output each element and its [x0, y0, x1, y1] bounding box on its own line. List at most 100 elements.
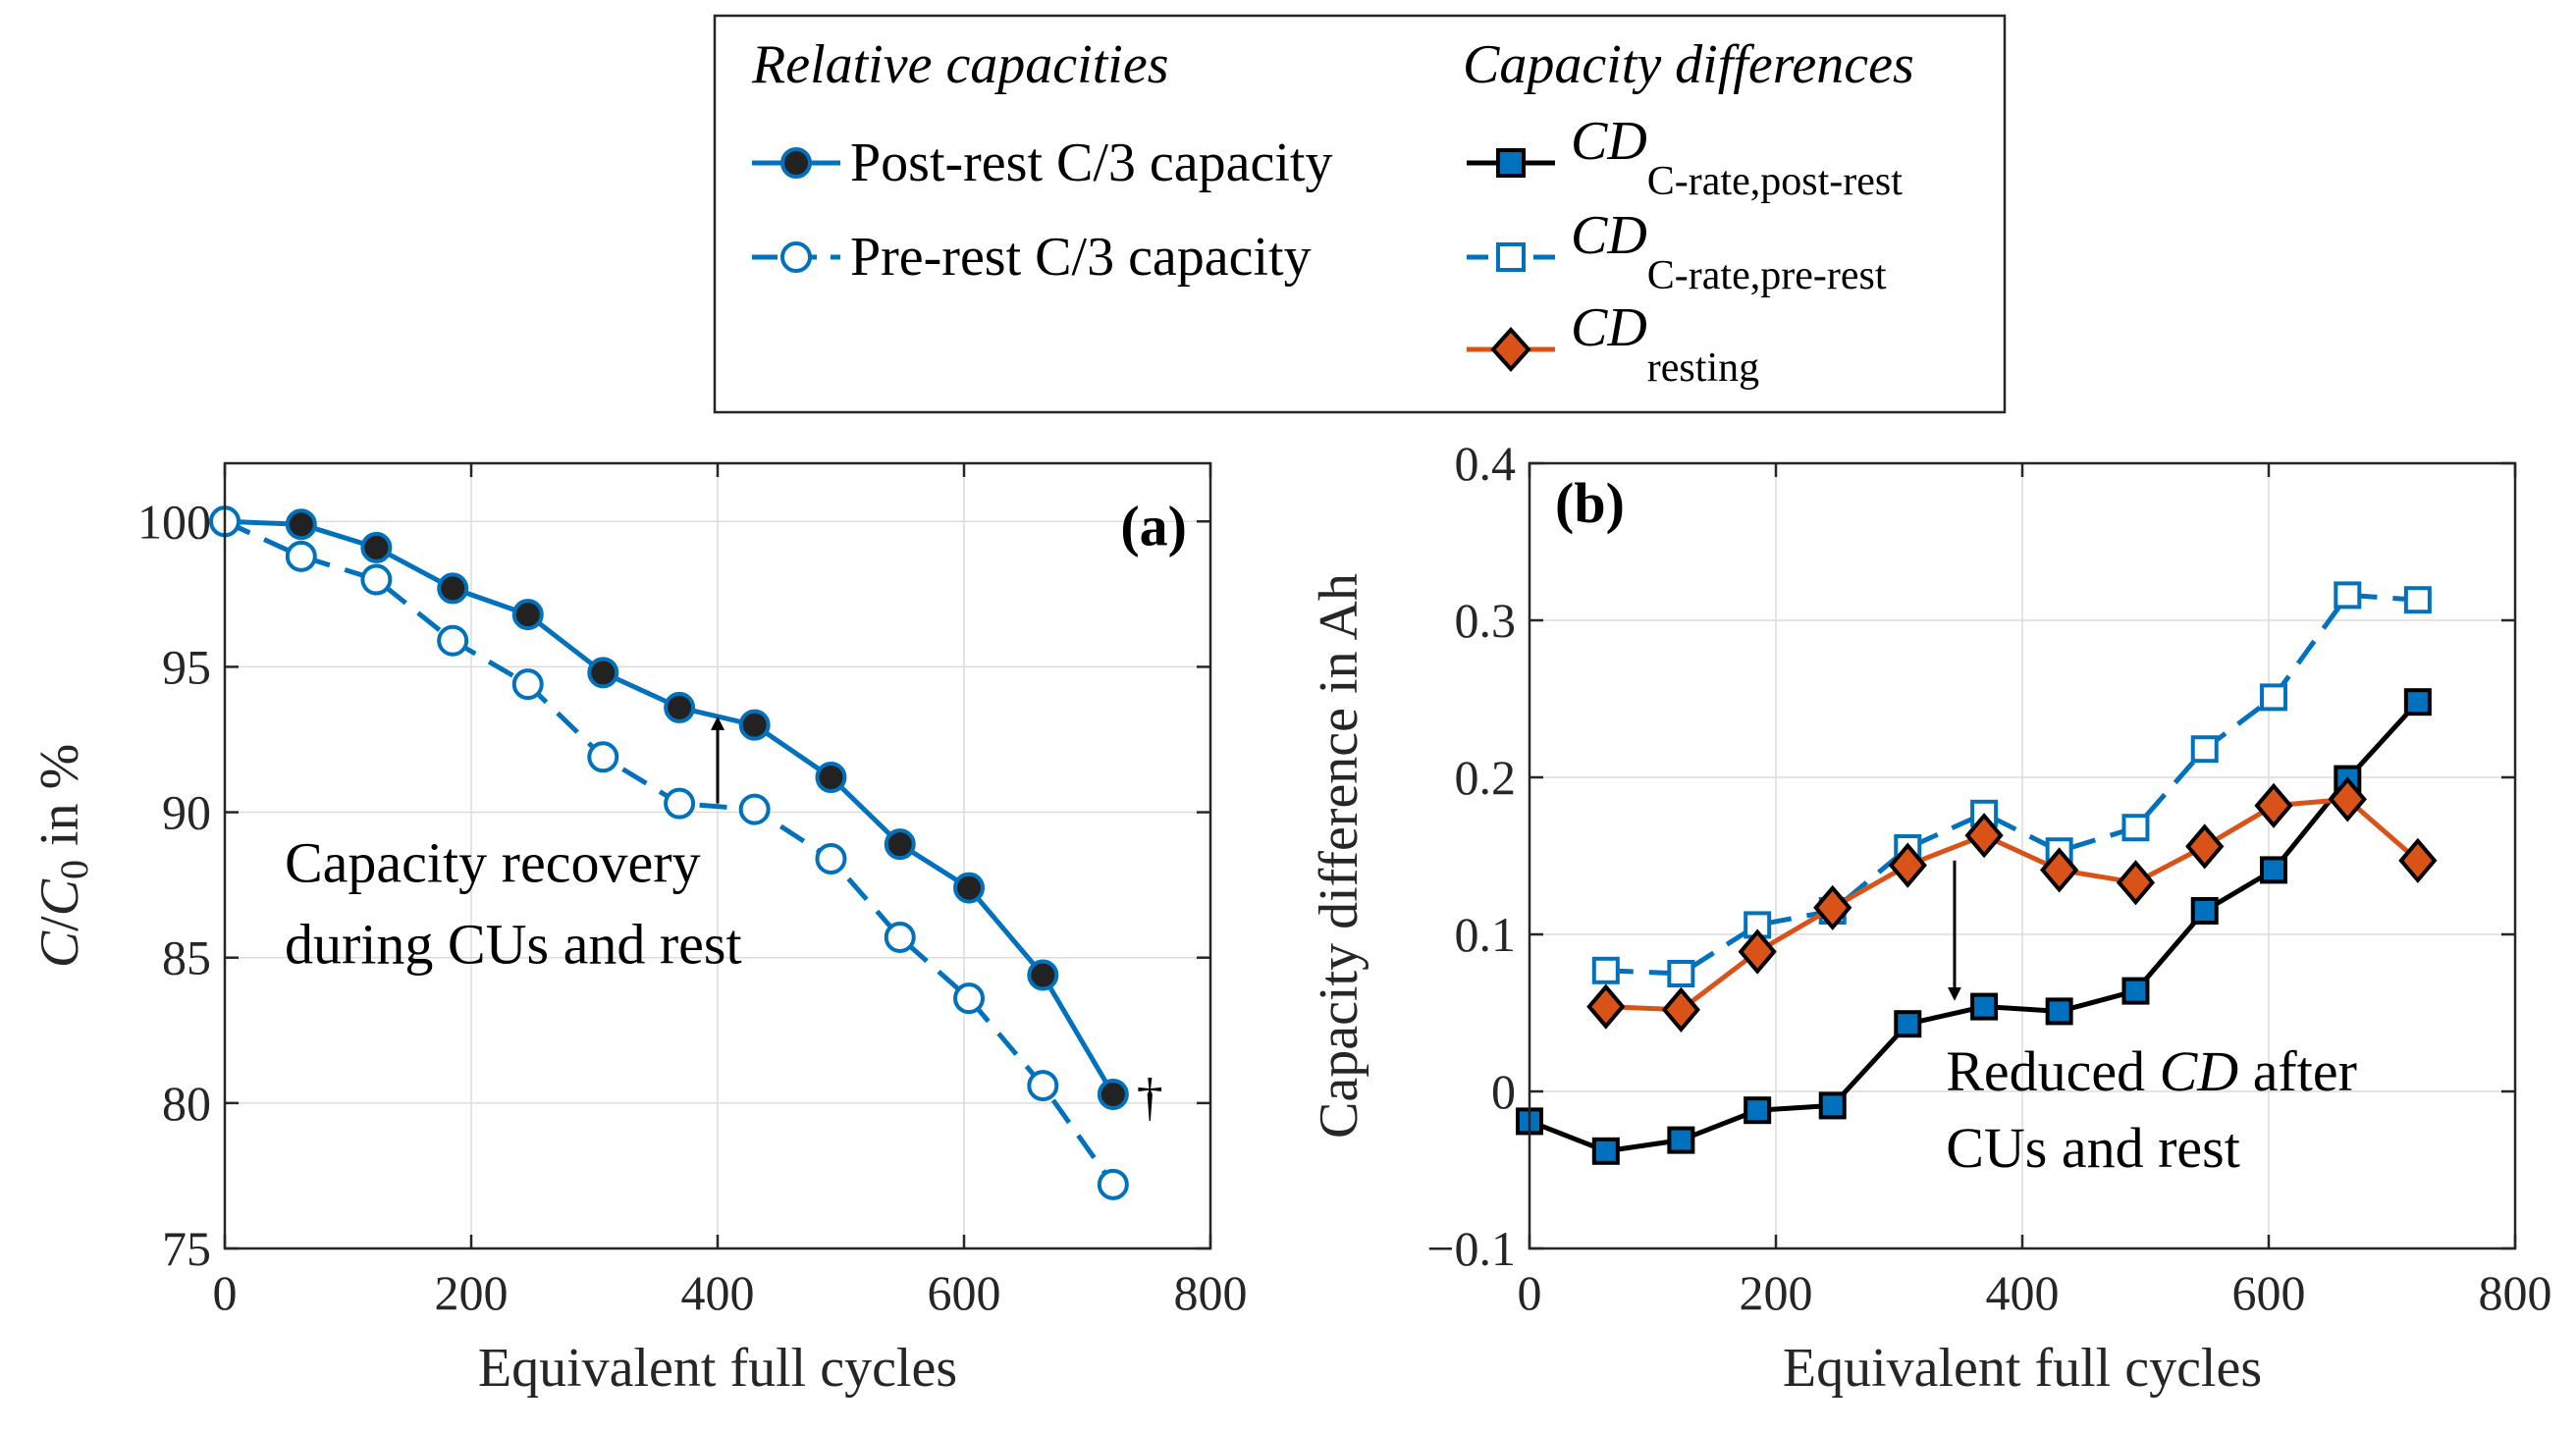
a-series-post-rest-c-3-capacity-point — [884, 828, 916, 861]
b-series-cd-resting-point — [2116, 860, 2156, 906]
a-series-pre-rest-c-3-capacity-point — [1097, 1168, 1129, 1200]
b-series-cd-resting-point — [1586, 983, 1626, 1030]
b-series-cd-c-rate-post-rest-point — [1894, 1010, 1922, 1038]
legend-heading-differences: Capacity differences — [1463, 34, 1914, 95]
legend-item-pre-rest: Pre-rest C/3 capacity — [752, 227, 1312, 288]
b-series-cd-c-rate-pre-rest-line — [1605, 592, 2419, 977]
b-series-cd-resting-point — [2328, 776, 2367, 822]
chart-a-annotation-line2: during CUs and rest — [285, 913, 742, 977]
legend-label-post-rest: Post-rest C/3 capacity — [850, 133, 1332, 193]
a-series-post-rest-c-3-capacity-point — [1097, 1078, 1129, 1110]
chart-b-y-axis-title: Capacity difference in Ah — [1309, 573, 1369, 1139]
b-series-cd-c-rate-post-rest-point — [1667, 1126, 1695, 1154]
a-series-pre-rest-c-3-capacity-point — [884, 921, 916, 953]
chart-a-annotation-line1: Capacity recovery — [285, 831, 701, 895]
legend-label-cd-post-rest: CDC-rate,post-rest — [1571, 111, 1903, 204]
legend-label-cd-pre-rest: CDC-rate,pre-rest — [1571, 205, 1887, 298]
b-series-cd-resting-point — [1661, 986, 1700, 1033]
legend-item-cd-post-rest: CDC-rate,post-rest — [1467, 111, 1903, 204]
b-x-tick-label: 0 — [1518, 1265, 1542, 1320]
a-series-post-rest-c-3-capacity-point — [953, 872, 986, 904]
b-series-cd-c-rate-pre-rest-point — [2190, 735, 2219, 764]
a-x-tick-label: 800 — [1174, 1265, 1248, 1320]
chart-a: 0 200 400 600 800 75 80 85 90 95 100 (a) Equivalen… — [29, 461, 1248, 1399]
a-x-tick-label: 400 — [681, 1265, 755, 1320]
a-series-pre-rest-c-3-capacity-point — [815, 842, 847, 875]
a-series-post-rest-c-3-capacity-point — [664, 691, 696, 723]
a-y-tick-label: 75 — [162, 1221, 211, 1276]
a-series-pre-rest-c-3-capacity-point — [1027, 1070, 1059, 1102]
chart-b-series — [1516, 581, 2438, 1165]
b-series-cd-c-rate-pre-rest-point — [1591, 956, 1620, 984]
legend-label-cd-resting: CDresting — [1571, 297, 1759, 391]
b-x-tick-label: 400 — [1986, 1265, 2060, 1320]
chart-a-frame — [223, 461, 1212, 1250]
a-y-tick-label: 90 — [162, 785, 211, 840]
b-series-cd-c-rate-post-rest-point — [1818, 1091, 1847, 1120]
chart-b: 0 200 400 600 800−0.100.10.20.30.4 (b) Equiv… — [1309, 436, 2552, 1399]
b-series-cd-c-rate-post-rest-point — [1970, 992, 1999, 1021]
a-series-post-rest-c-3-capacity-point — [1027, 959, 1059, 991]
b-series-cd-c-rate-post-rest-point — [2121, 977, 2150, 1005]
b-x-tick-label: 200 — [1740, 1265, 1813, 1320]
legend: Relative capacities Capacity differences… — [713, 14, 2007, 414]
b-series-cd-c-rate-pre-rest-point — [2260, 683, 2288, 712]
b-x-tick-label: 800 — [2479, 1265, 2552, 1320]
a-y-tick-label: 95 — [162, 639, 211, 694]
b-series-cd-resting-point — [1888, 842, 1927, 888]
b-series-cd-resting-point — [2185, 823, 2225, 870]
b-series-cd-resting-point — [2040, 847, 2079, 893]
a-series-post-rest-c-3-capacity-point — [738, 709, 771, 741]
chart-a-y-axis-title: C/C0in % — [29, 744, 96, 969]
b-series-cd-c-rate-post-rest-point — [2260, 856, 2288, 884]
a-series-pre-rest-c-3-capacity-point — [285, 540, 317, 572]
a-series-pre-rest-c-3-capacity-point — [738, 793, 771, 825]
b-series-cd-c-rate-post-rest-point — [1591, 1137, 1620, 1165]
b-series-cd-resting-point — [1964, 813, 2004, 859]
a-series-post-rest-c-3-capacity-point — [285, 508, 317, 541]
chart-b-grid — [1530, 463, 2515, 1248]
a-series-pre-rest-c-3-capacity-point — [437, 624, 469, 657]
a-series-pre-rest-c-3-capacity-point — [953, 982, 986, 1015]
a-y-tick-label: 100 — [137, 494, 211, 549]
a-series-post-rest-c-3-capacity-point — [437, 572, 469, 605]
chart-a-series — [209, 505, 1129, 1200]
b-series-cd-resting-point — [2254, 782, 2293, 828]
legend-label-pre-rest: Pre-rest C/3 capacity — [850, 227, 1312, 288]
b-series-cd-c-rate-post-rest-point — [1744, 1096, 1772, 1125]
chart-a-panel-label: (a) — [1120, 494, 1187, 557]
b-series-cd-c-rate-pre-rest-point — [1667, 960, 1695, 987]
a-series-post-rest-c-3-capacity-point — [815, 762, 847, 793]
chart-b-annotation-line2: CUs and rest — [1946, 1116, 2240, 1180]
legend-item-post-rest: Post-rest C/3 capacity — [752, 133, 1332, 193]
b-x-tick-label: 600 — [2232, 1265, 2306, 1320]
a-y-tick-label: 85 — [162, 930, 211, 985]
b-y-tick-label: −0.1 — [1426, 1221, 1516, 1276]
a-series-pre-rest-c-3-capacity-point — [587, 741, 619, 773]
chart-b-annotation-line1: Reduced CD after — [1946, 1039, 2357, 1103]
a-x-tick-label: 600 — [928, 1265, 1001, 1320]
b-series-cd-c-rate-post-rest-point — [2403, 688, 2432, 716]
b-series-cd-c-rate-post-rest-point — [2045, 997, 2073, 1026]
chart-a-x-axis-title: Equivalent full cycles — [478, 1338, 957, 1399]
a-series-post-rest-c-3-capacity-point — [587, 657, 619, 689]
chart-b-ticks: 0 200 400 600 800−0.100.10.20.30.4 — [1426, 436, 2551, 1320]
b-y-tick-label: 0.1 — [1455, 907, 1517, 962]
b-series-cd-resting-point — [2398, 837, 2438, 883]
b-series-cd-c-rate-pre-rest-point — [2334, 581, 2362, 610]
b-series-cd-c-rate-pre-rest-point — [2403, 586, 2432, 614]
legend-item-cd-resting: CDresting — [1467, 297, 1759, 391]
a-y-tick-label: 80 — [162, 1076, 211, 1131]
legend-box — [713, 14, 2007, 414]
a-series-post-rest-c-3-capacity-point — [511, 599, 544, 631]
a-series-post-rest-c-3-capacity-point — [360, 531, 393, 563]
chart-a-dagger: † — [1137, 1068, 1163, 1127]
chart-b-x-axis-title: Equivalent full cycles — [1783, 1338, 2262, 1399]
b-series-cd-c-rate-post-rest-point — [2190, 897, 2219, 925]
a-x-tick-label: 0 — [213, 1265, 238, 1320]
b-y-tick-label: 0 — [1491, 1064, 1516, 1119]
a-x-tick-label: 200 — [435, 1265, 509, 1320]
legend-heading-relative: Relative capacities — [751, 34, 1168, 95]
chart-b-panel-label: (b) — [1555, 471, 1625, 535]
